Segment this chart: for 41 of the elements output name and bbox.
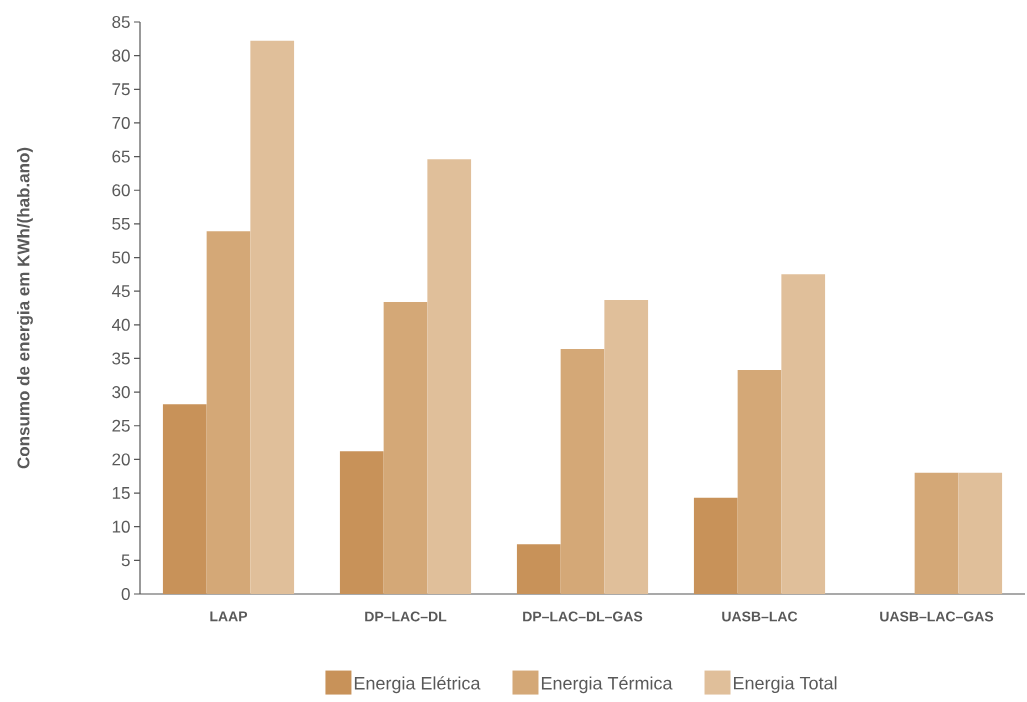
bar — [206, 231, 251, 594]
bar — [427, 159, 472, 594]
bar — [383, 301, 428, 594]
y-tick-label: 0 — [121, 587, 130, 601]
legend-label: Energia Térmica — [541, 676, 673, 694]
bar — [693, 497, 738, 594]
bar — [339, 451, 384, 594]
bar — [958, 472, 1003, 594]
y-tick-label: 55 — [112, 217, 130, 230]
y-tick-label: 15 — [112, 487, 130, 499]
bar — [560, 349, 605, 594]
y-tick-label: 75 — [112, 83, 130, 96]
y-tick-label: 80 — [112, 49, 130, 62]
y-tick-label: 65 — [112, 150, 130, 163]
legend-label: Energia Elétrica — [354, 676, 481, 694]
y-tick-label: 85 — [112, 15, 130, 29]
y-tick-label: 30 — [112, 386, 130, 399]
bar — [162, 404, 207, 594]
y-tick-label: 50 — [112, 251, 130, 264]
y-tick-label: 45 — [111, 285, 130, 298]
bar — [781, 274, 826, 594]
legend-label: Energia Total — [733, 676, 837, 694]
y-tick-label: 35 — [112, 352, 130, 365]
x-tick-label: LAAP — [210, 611, 248, 622]
y-tick-label: 40 — [111, 318, 130, 331]
y-tick-label: 10 — [112, 520, 130, 533]
x-tick-label: DP–LAC–DL — [365, 611, 447, 622]
bar — [914, 472, 959, 594]
y-tick-label: 5 — [121, 554, 130, 567]
y-tick-label: 70 — [112, 116, 130, 129]
bar — [604, 299, 649, 594]
x-tick-label: DP–LAC–DL–GAS — [523, 611, 643, 622]
y-axis-title: Consumo de energia em KWh/(hab.ano) — [16, 147, 33, 469]
bar — [250, 40, 295, 594]
y-tick-label: 20 — [112, 453, 130, 466]
y-tick-label: 60 — [112, 184, 130, 197]
y-tick-label: 25 — [112, 419, 130, 432]
x-tick-label: UASB–LAC — [722, 611, 798, 622]
bar — [516, 544, 561, 594]
x-tick-label: UASB–LAC–GAS — [880, 611, 994, 622]
bar — [737, 369, 782, 594]
